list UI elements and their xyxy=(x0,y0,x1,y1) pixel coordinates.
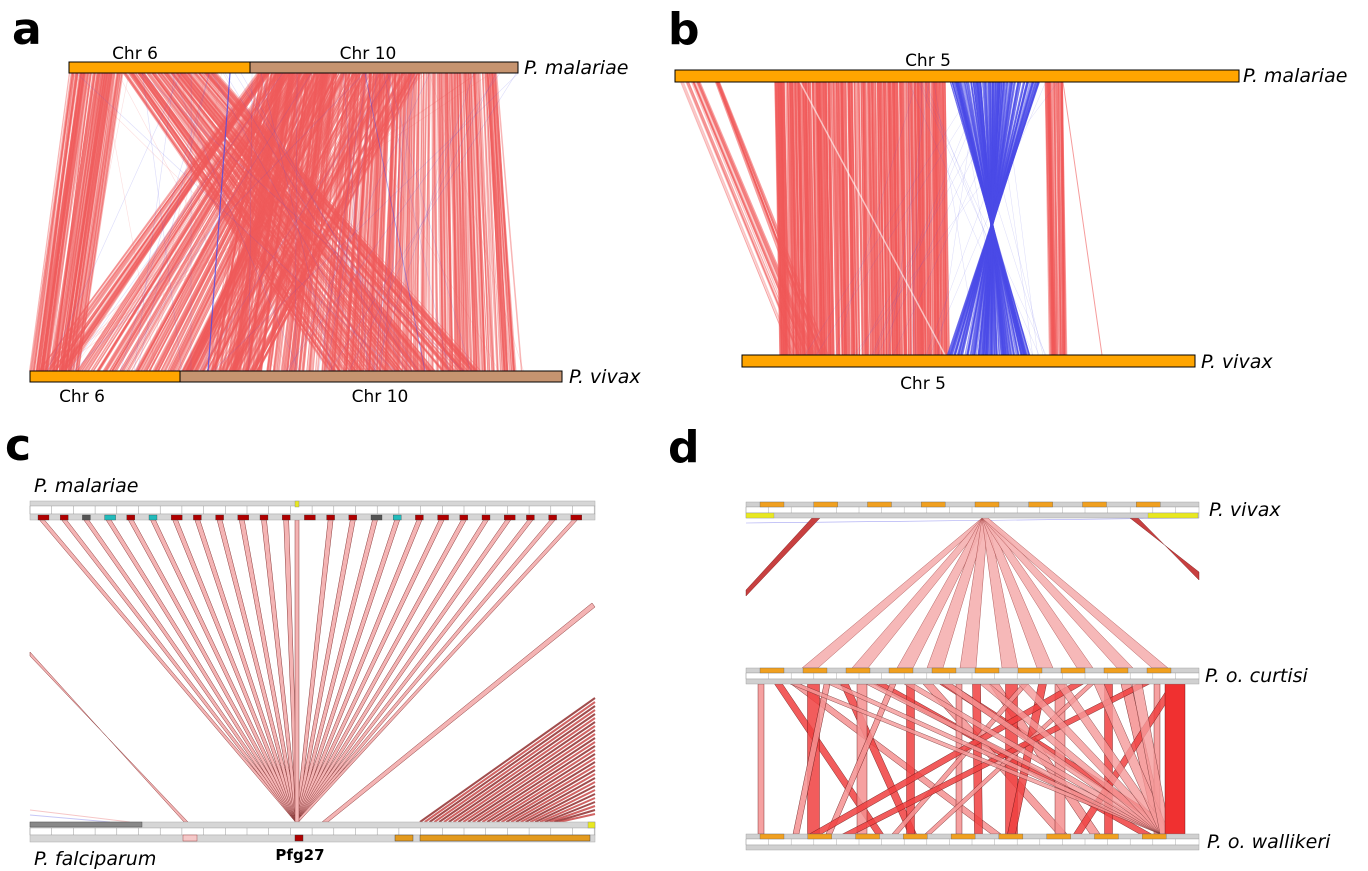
bottom-chr6-label: Chr 6 xyxy=(59,387,105,407)
top-chr5-label: Chr 5 xyxy=(905,51,951,71)
panel-c-bottom-track xyxy=(29,821,596,843)
panel-a-links xyxy=(29,72,524,372)
top-chr10-bar xyxy=(249,61,519,74)
panel-c-links xyxy=(29,519,596,823)
pfg27-gene-label: Pfg27 xyxy=(275,846,324,864)
bottom-chr5-label: Chr 5 xyxy=(900,374,946,394)
panel-a-top-species: P. malariae xyxy=(524,57,628,79)
panel-b-bottom-species: P. vivax xyxy=(1201,351,1273,373)
panel-c-top-track xyxy=(29,500,596,521)
panel-a-label: a xyxy=(12,4,42,55)
bottom-chr10-label: Chr 10 xyxy=(352,387,409,407)
panel-d-curtisi-label: P. o. curtisi xyxy=(1205,665,1309,687)
panel-d-vivax-track xyxy=(745,501,1200,519)
top-chr10-label: Chr 10 xyxy=(340,44,397,64)
top-chr5-bar xyxy=(674,69,1240,83)
panel-b-links xyxy=(680,81,1103,356)
top-chr6-bar xyxy=(68,61,251,74)
panel-c-label: c xyxy=(5,420,31,471)
panel-b: b Chr 5 Chr 5 P. malariae P. vivax xyxy=(668,4,1347,394)
panel-a-bottom-species: P. vivax xyxy=(569,366,641,388)
bottom-chr6-bar xyxy=(29,370,181,383)
panel-d-curtisi-track xyxy=(745,667,1200,685)
bottom-chr10-bar xyxy=(179,370,563,383)
panel-c-top-species: P. malariae xyxy=(34,475,138,497)
bottom-chr5-bar xyxy=(741,354,1196,368)
panel-a: a Chr 6 Chr 10 Chr 6 Chr 10 P. malariae … xyxy=(12,4,641,407)
panel-d-wallikeri-label: P. o. wallikeri xyxy=(1207,831,1331,853)
panel-b-top-species: P. malariae xyxy=(1243,65,1347,87)
panel-d-label: d xyxy=(668,422,700,473)
panel-d-links xyxy=(745,517,1200,835)
panel-d-wallikeri-track xyxy=(745,833,1200,851)
top-chr6-label: Chr 6 xyxy=(112,44,158,64)
panel-d-vivax-label: P. vivax xyxy=(1209,499,1281,521)
panel-b-label: b xyxy=(668,4,700,55)
panel-c-bottom-species: P. falciparum xyxy=(34,848,156,870)
panel-d: d P. vivax P. o. curtisi P. o. wallikeri xyxy=(668,422,1331,853)
panel-c: c P. malariae P. falciparum Pfg27 xyxy=(5,420,596,870)
